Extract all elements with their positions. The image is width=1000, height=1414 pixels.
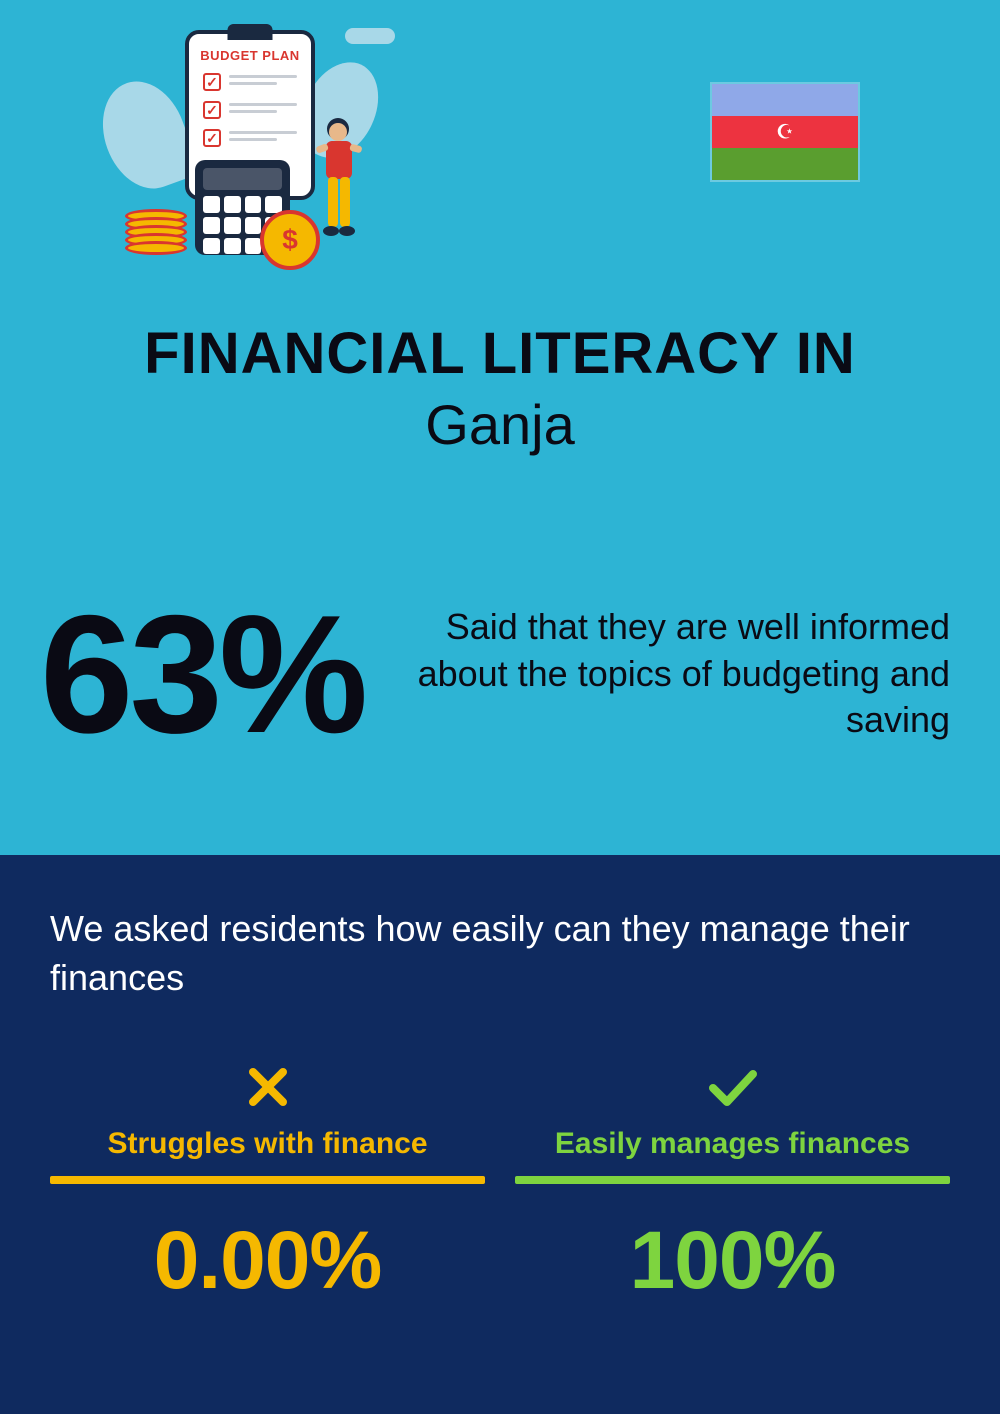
clipboard-title: BUDGET PLAN xyxy=(189,48,311,63)
manages-column: Easily manages finances 100% xyxy=(515,1057,950,1308)
struggles-divider xyxy=(50,1176,485,1184)
stat-description: Said that they are well informed about t… xyxy=(394,604,950,744)
person-icon xyxy=(310,115,370,255)
survey-question: We asked residents how easily can they m… xyxy=(50,905,950,1002)
headline-stat: 63% Said that they are well informed abo… xyxy=(40,590,950,758)
manages-label: Easily manages finances xyxy=(515,1127,950,1161)
flag-symbol: ☪ xyxy=(776,119,794,144)
country-flag: ☪ xyxy=(710,82,860,182)
top-section: BUDGET PLAN ✓ ✓ ✓ $ xyxy=(0,0,1000,855)
cross-icon xyxy=(50,1057,485,1117)
page-subtitle: Ganja xyxy=(0,392,1000,457)
budget-illustration: BUDGET PLAN ✓ ✓ ✓ $ xyxy=(95,20,395,280)
page-title: FINANCIAL LITERACY IN xyxy=(0,320,1000,387)
manages-value: 100% xyxy=(515,1214,950,1308)
coin-symbol: $ xyxy=(282,224,298,256)
struggles-label: Struggles with finance xyxy=(50,1127,485,1161)
stat-value: 63% xyxy=(40,590,364,758)
result-columns: Struggles with finance 0.00% Easily mana… xyxy=(50,1057,950,1308)
manages-divider xyxy=(515,1176,950,1184)
check-icon xyxy=(515,1057,950,1117)
coins-stack-icon xyxy=(125,215,187,255)
title-block: FINANCIAL LITERACY IN Ganja xyxy=(0,320,1000,457)
struggles-column: Struggles with finance 0.00% xyxy=(50,1057,485,1308)
bottom-section: We asked residents how easily can they m… xyxy=(0,855,1000,1414)
struggles-value: 0.00% xyxy=(50,1214,485,1308)
